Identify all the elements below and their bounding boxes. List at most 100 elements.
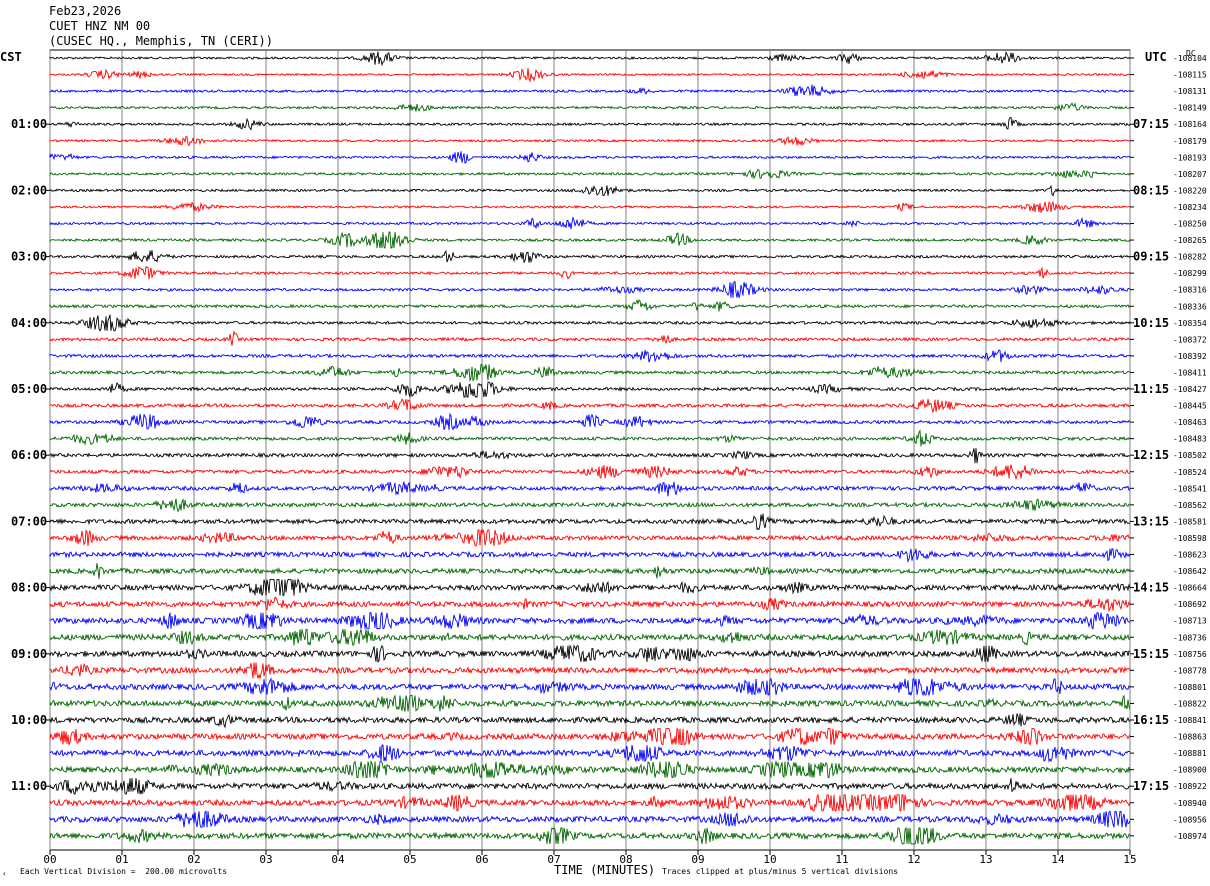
dc-offset-label: -108736 xyxy=(1173,633,1207,642)
trace-line xyxy=(49,694,1131,712)
dc-offset-label: -108713 xyxy=(1173,617,1207,626)
dc-offset-label: -108974 xyxy=(1173,832,1207,841)
dc-offset-label: -108642 xyxy=(1173,567,1207,576)
dc-offset-label: -108445 xyxy=(1173,402,1207,411)
right-hour-label: 16:15 xyxy=(1133,713,1169,727)
x-tick-label: 00 xyxy=(43,853,56,866)
dc-offset-label: -108922 xyxy=(1173,782,1207,791)
trace-line xyxy=(49,299,1131,312)
dc-offset-label: -108463 xyxy=(1173,418,1207,427)
trace-line xyxy=(49,116,1131,131)
dc-offset-label: -108881 xyxy=(1173,749,1207,758)
dc-offset-label: -108692 xyxy=(1173,600,1207,609)
right-hour-label: 10:15 xyxy=(1133,316,1169,330)
dc-offset-label: -108581 xyxy=(1173,517,1207,526)
right-timezone-label: UTC xyxy=(1145,50,1167,64)
dc-offset-label: -108234 xyxy=(1173,203,1207,212)
left-hour-label: 05:00 xyxy=(11,382,47,396)
trace-line xyxy=(49,412,1131,431)
dc-offset-label: -108336 xyxy=(1173,302,1207,311)
x-tick-label: 10 xyxy=(763,853,776,866)
dc-offset-label: -108250 xyxy=(1173,220,1207,229)
header-station: CUET HNZ NM 00 xyxy=(49,19,151,33)
trace-line xyxy=(49,528,1131,547)
dc-offset-label: -108940 xyxy=(1173,799,1207,808)
dc-offset-label: -108354 xyxy=(1173,319,1207,328)
x-tick-label: 02 xyxy=(187,853,200,866)
dc-offset-label: -108392 xyxy=(1173,352,1207,361)
x-tick-label: 06 xyxy=(475,853,488,866)
trace-line xyxy=(49,644,1131,663)
dc-offset-label: -108179 xyxy=(1173,137,1207,146)
dc-offset-label: -108115 xyxy=(1173,71,1207,80)
dc-offset-label: -108822 xyxy=(1173,699,1207,708)
dc-offset-label: -108483 xyxy=(1173,435,1207,444)
right-hour-label: 15:15 xyxy=(1133,647,1169,661)
trace-line xyxy=(49,727,1131,747)
dc-offset-label: -108801 xyxy=(1173,683,1207,692)
right-hour-label: 11:15 xyxy=(1133,382,1169,396)
trace-line xyxy=(49,628,1131,647)
trace-line xyxy=(49,464,1131,481)
x-tick-label: 15 xyxy=(1123,853,1136,866)
dc-offset-label: -108863 xyxy=(1173,733,1207,742)
left-hour-label: 02:00 xyxy=(11,183,47,197)
dc-offset-label: -108411 xyxy=(1173,368,1207,377)
trace-line xyxy=(49,231,1131,250)
trace-line xyxy=(49,611,1131,631)
header-date: Feb23,2026 xyxy=(49,4,122,18)
right-hour-label: 17:15 xyxy=(1133,779,1169,793)
left-hour-label: 01:00 xyxy=(11,117,47,131)
x-tick-label: 03 xyxy=(259,853,272,866)
trace-line xyxy=(49,200,1131,213)
trace-line xyxy=(49,662,1131,679)
x-tick-label: 07 xyxy=(547,853,560,866)
dc-offset-label: -108778 xyxy=(1173,666,1207,675)
trace-line xyxy=(49,481,1131,497)
trace-line xyxy=(49,759,1131,780)
trace-line xyxy=(49,50,1131,67)
dc-offset-label: -108131 xyxy=(1173,87,1207,96)
dc-offset-label: -108149 xyxy=(1173,104,1207,113)
x-tick-label: 01 xyxy=(115,853,128,866)
trace-line xyxy=(49,102,1131,113)
dc-offset-label: -108524 xyxy=(1173,468,1207,477)
left-timezone-label: CST xyxy=(0,50,22,64)
right-hour-label: 12:15 xyxy=(1133,448,1169,462)
trace-line xyxy=(49,349,1131,363)
trace-line xyxy=(49,314,1131,332)
dc-offset-label: -108207 xyxy=(1173,170,1207,179)
trace-line xyxy=(49,713,1131,729)
left-hour-label: 09:00 xyxy=(11,647,47,661)
right-hour-label: 13:15 xyxy=(1133,514,1169,528)
dc-offset-label: -108541 xyxy=(1173,484,1207,493)
trace-line xyxy=(49,84,1131,97)
dc-offset-label: -108562 xyxy=(1173,501,1207,510)
trace-line xyxy=(49,810,1131,828)
trace-line xyxy=(49,329,1131,346)
trace-line xyxy=(49,250,1131,264)
dc-offset-label: -108164 xyxy=(1173,120,1207,129)
trace-line xyxy=(49,778,1131,795)
dc-offset-label: -108299 xyxy=(1173,269,1207,278)
trace-line xyxy=(49,363,1131,383)
trace-line xyxy=(49,381,1131,398)
dc-offset-label: -108282 xyxy=(1173,253,1207,262)
trace-line xyxy=(49,151,1131,164)
trace-line xyxy=(49,216,1131,230)
header-location: (CUSEC HQ., Memphis, TN (CERI)) xyxy=(49,34,273,48)
x-tick-label: 11 xyxy=(835,853,848,866)
dc-offset-label: -108598 xyxy=(1173,534,1207,543)
trace-line xyxy=(49,826,1131,845)
trace-line xyxy=(49,793,1131,812)
dc-offset-label: -108956 xyxy=(1173,815,1207,824)
dc-offset-label: -108104 xyxy=(1173,54,1207,63)
x-tick-label: 08 xyxy=(619,853,632,866)
left-hour-label: 06:00 xyxy=(11,448,47,462)
dc-offset-label: -108265 xyxy=(1173,236,1207,245)
dc-offset-label: -108900 xyxy=(1173,766,1207,775)
trace-line xyxy=(49,136,1131,147)
left-hour-label: 07:00 xyxy=(11,514,47,528)
trace-line xyxy=(49,168,1131,180)
